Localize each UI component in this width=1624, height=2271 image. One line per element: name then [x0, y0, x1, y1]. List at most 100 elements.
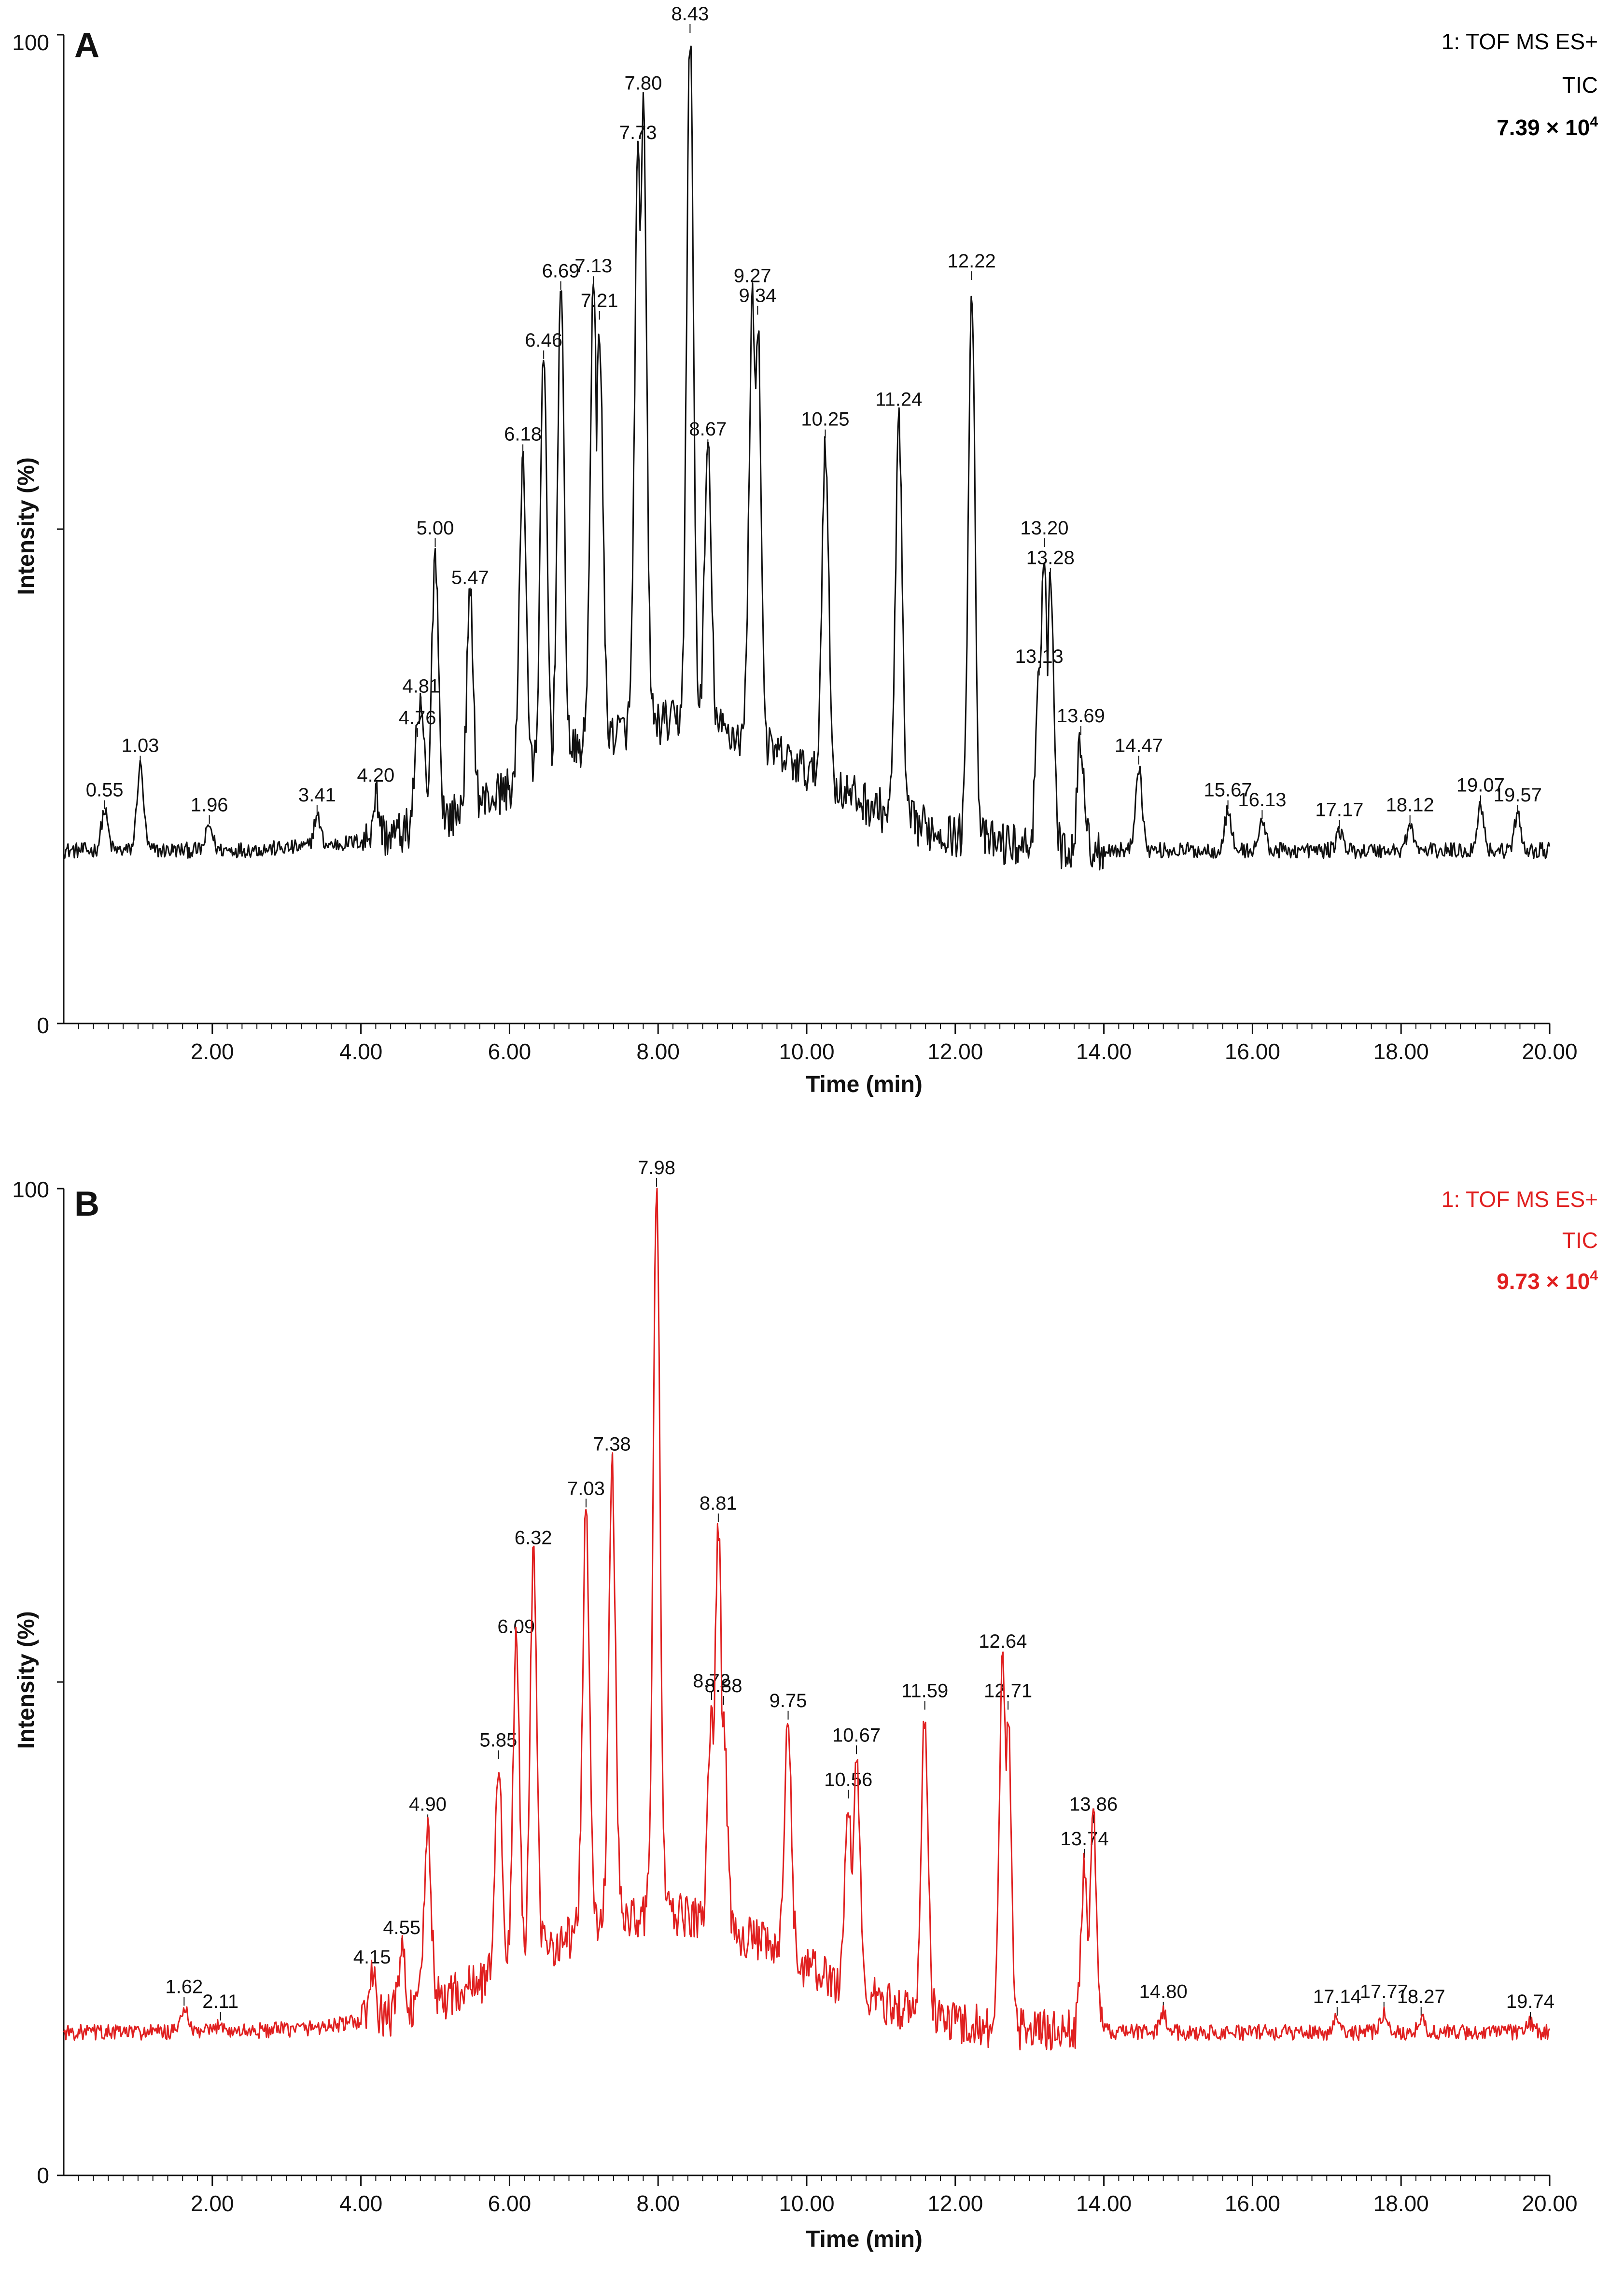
x-tick-label: 8.00 — [636, 1039, 680, 1064]
peak-label: 18.27 — [1397, 1986, 1445, 2007]
max-intensity-a: 7.39 × 104 — [1497, 114, 1598, 140]
peak-label: 4.20 — [357, 765, 394, 786]
x-tick-label: 14.00 — [1076, 2191, 1132, 2216]
peak-label: 7.80 — [624, 72, 662, 94]
peak-label: 13.13 — [1015, 646, 1064, 667]
peak-label: 10.25 — [801, 409, 849, 430]
peak-label: 7.38 — [593, 1433, 631, 1455]
x-tick-label: 16.00 — [1225, 2191, 1280, 2216]
peak-label: 4.90 — [409, 1794, 447, 1815]
peak-label: 8.81 — [700, 1493, 737, 1514]
peak-label: 12.64 — [979, 1631, 1027, 1652]
peak-label: 8.72 — [693, 1670, 730, 1692]
peak-label: 12.71 — [984, 1680, 1032, 1701]
y-axis-title-b: Intensity (%) — [14, 1611, 39, 1749]
peak-label: 10.67 — [832, 1724, 881, 1746]
peak-label: 13.69 — [1057, 705, 1105, 727]
peak-label: 7.98 — [638, 1157, 675, 1178]
peak-label: 5.00 — [417, 518, 454, 539]
x-tick-label: 18.00 — [1373, 2191, 1429, 2216]
x-axis-b: 2.00 4.00 6.00 8.00 10.00 12.00 14.00 16.00 18.0… — [78, 2175, 1578, 2216]
x-tick-label: 6.00 — [488, 2191, 532, 2216]
x-tick-label: 18.00 — [1373, 1039, 1429, 1064]
peak-label: 8.88 — [705, 1675, 742, 1696]
panel-letter-a: A — [74, 26, 99, 65]
x-axis-title-a: Time (min) — [806, 1072, 923, 1097]
x-tick-label: 20.00 — [1522, 2191, 1577, 2216]
peak-label: 6.18 — [504, 423, 542, 445]
instrument-label-a: 1: TOF MS ES+ — [1442, 29, 1598, 54]
peak-label: 1.62 — [165, 1977, 203, 1998]
x-axis-title-b: Time (min) — [806, 2227, 923, 2252]
peak-label: 6.69 — [542, 260, 580, 281]
peak-label: 9.75 — [770, 1690, 807, 1711]
peak-label: 10.56 — [824, 1769, 872, 1790]
x-tick-label: 20.00 — [1522, 1039, 1577, 1064]
peak-label: 5.85 — [479, 1730, 517, 1751]
instrument-label-b: 1: TOF MS ES+ — [1442, 1187, 1598, 1212]
peak-label: 17.17 — [1315, 799, 1363, 821]
chromatogram-panel-b: B 100 0 Intensity (%) Time (min) 1: TOF … — [12, 1157, 1598, 2252]
x-tick-label: 12.00 — [927, 1039, 983, 1064]
max-intensity-b: 9.73 × 104 — [1497, 1268, 1598, 1294]
peak-label: 4.81 — [402, 676, 440, 697]
peak-label: 7.13 — [574, 255, 612, 277]
peak-label: 6.32 — [515, 1528, 552, 1549]
peak-label: 5.47 — [451, 567, 489, 588]
peak-label: 9.34 — [739, 285, 776, 307]
tic-trace-line — [63, 1188, 1551, 2051]
x-tick-label: 8.00 — [636, 2191, 680, 2216]
panel-letter-b: B — [74, 1185, 99, 1223]
x-axis-a: 2.00 4.00 6.00 8.00 10.00 12.00 14.00 16.00 18.0… — [78, 1023, 1578, 1064]
y-tick-bottom-b: 0 — [37, 2163, 49, 2188]
peak-label: 12.22 — [948, 251, 996, 272]
peak-label: 2.11 — [202, 1991, 238, 2012]
tic-trace-line — [63, 45, 1551, 870]
y-tick-top-b: 100 — [12, 1177, 49, 1202]
peak-label: 15.67 — [1204, 780, 1252, 801]
x-tick-label: 4.00 — [339, 2191, 383, 2216]
peak-label: 0.55 — [86, 780, 124, 801]
y-tick-bottom-a: 0 — [37, 1013, 49, 1038]
peak-labels-b: 1.622.114.154.554.905.856.096.327.037.38… — [165, 1157, 1554, 2021]
peak-label: 6.46 — [525, 330, 562, 351]
x-tick-label: 2.00 — [191, 2191, 234, 2216]
x-tick-label: 14.00 — [1076, 1039, 1132, 1064]
peak-label: 13.74 — [1061, 1828, 1109, 1850]
peak-label: 11.59 — [901, 1680, 948, 1701]
peak-label: 14.80 — [1139, 1981, 1188, 2003]
y-axis-title-a: Intensity (%) — [14, 457, 39, 595]
peak-label: 8.67 — [689, 419, 727, 440]
peak-label: 7.03 — [567, 1478, 605, 1499]
x-tick-label: 2.00 — [191, 1039, 234, 1064]
peak-label: 13.28 — [1026, 547, 1075, 568]
trace-label-a: TIC — [1562, 72, 1598, 98]
peak-label: 1.03 — [122, 735, 159, 757]
peak-label: 7.21 — [581, 290, 618, 311]
peak-label: 17.14 — [1313, 1986, 1361, 2007]
peak-label: 11.24 — [875, 389, 922, 410]
peak-label: 14.47 — [1115, 735, 1163, 757]
chromatogram-panel-a: A 100 0 Intensity (%) Time (min) 1: TOF … — [12, 3, 1598, 1097]
y-tick-top-a: 100 — [12, 30, 49, 55]
peak-label: 1.96 — [191, 794, 228, 815]
peak-label: 19.74 — [1506, 1991, 1554, 2012]
trace-label-b: TIC — [1562, 1228, 1598, 1253]
x-tick-label: 6.00 — [488, 1039, 532, 1064]
x-tick-label: 10.00 — [779, 2191, 834, 2216]
x-tick-label: 4.00 — [339, 1039, 383, 1064]
peak-labels-a: 0.551.031.96 3.414.204.764.815.005.476.18… — [86, 3, 1542, 829]
peak-label: 4.55 — [383, 1917, 420, 1938]
peak-label: 16.13 — [1238, 789, 1286, 811]
peak-label: 8.43 — [671, 3, 709, 25]
peak-label: 7.73 — [619, 122, 657, 143]
x-tick-label: 10.00 — [779, 1039, 834, 1064]
x-tick-label: 12.00 — [927, 2191, 983, 2216]
peak-label: 19.57 — [1494, 785, 1542, 806]
peak-label: 17.77 — [1360, 1981, 1408, 2003]
peak-label: 19.07 — [1456, 774, 1505, 796]
peak-label: 3.41 — [298, 785, 336, 806]
peak-label: 13.20 — [1020, 518, 1068, 539]
x-tick-label: 16.00 — [1225, 1039, 1280, 1064]
